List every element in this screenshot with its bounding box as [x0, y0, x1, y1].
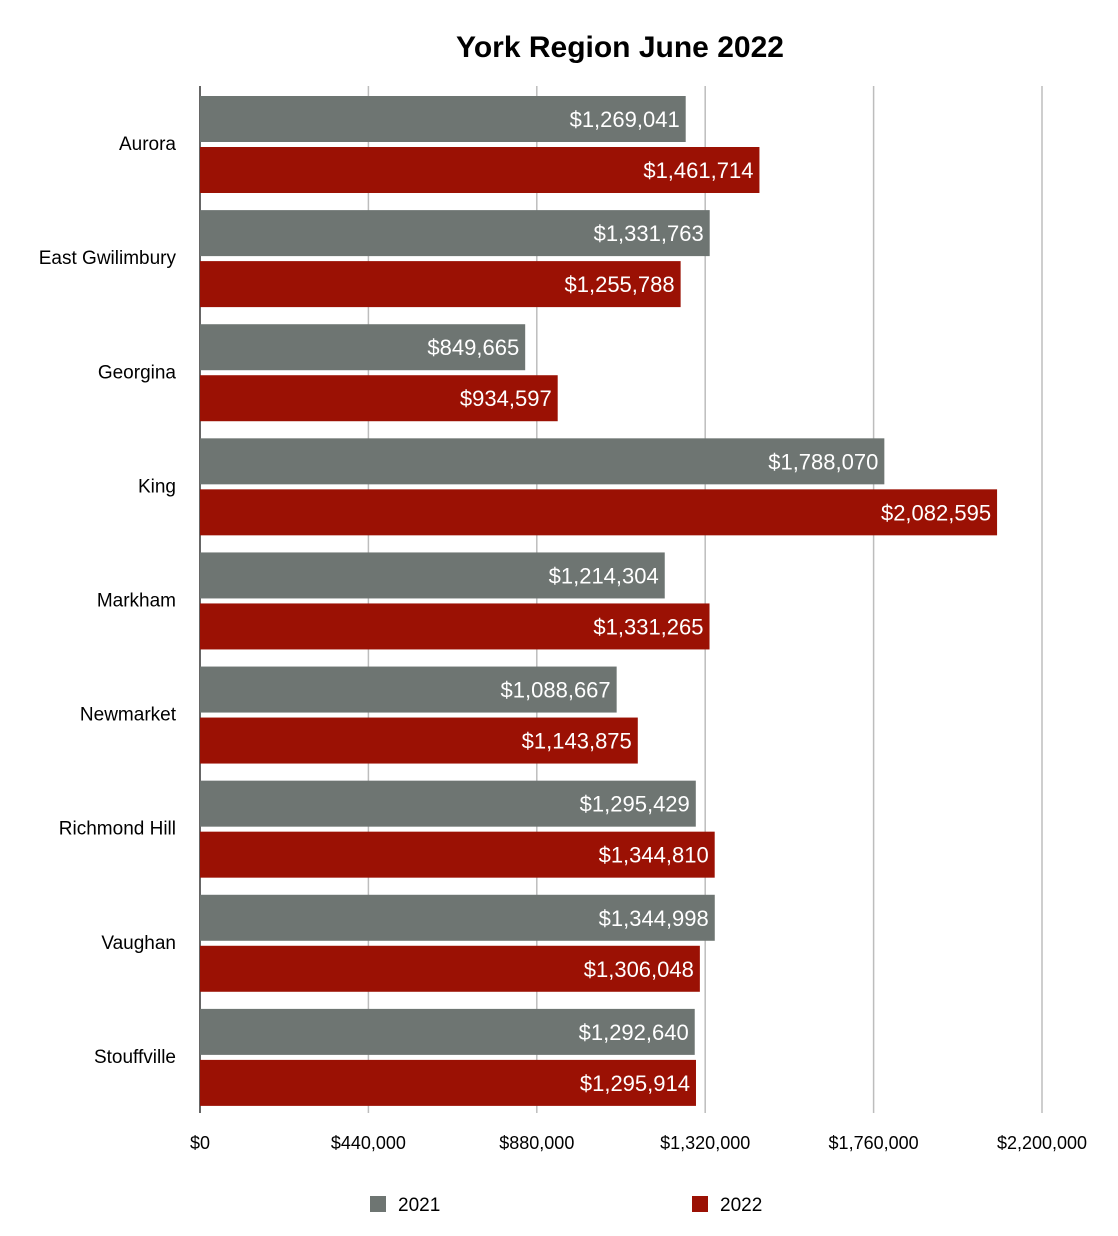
bar-2022-markham: [200, 603, 710, 650]
category-label: King: [138, 476, 176, 497]
data-label: $1,461,714: [643, 158, 753, 183]
chart-title: York Region June 2022: [456, 31, 784, 64]
category-labels: Aurora East Gwilimbury Georgina King Markham…: [39, 134, 177, 1068]
x-tick-label: $0: [190, 1133, 210, 1153]
bar-2021-georgina: [200, 324, 526, 371]
data-label: $1,295,914: [580, 1071, 690, 1096]
data-label: $1,788,070: [768, 449, 878, 474]
bar-2022-newmarket: [200, 717, 638, 764]
bar-2021-aurora: [200, 96, 686, 142]
data-label: $1,143,875: [522, 729, 632, 754]
legend-label-2022: 2022: [720, 1195, 762, 1216]
data-label: $1,331,763: [594, 221, 704, 246]
data-label: $1,088,667: [501, 678, 611, 703]
category-label: Markham: [97, 591, 176, 612]
category-label: Aurora: [119, 134, 176, 155]
bar-2021-vaughan: [200, 894, 715, 941]
bar-2021-stouffville: [200, 1008, 695, 1055]
data-label: $934,597: [460, 386, 552, 411]
bars: $1,269,041 $1,461,714 $1,331,763 $1,255,788…: [200, 96, 998, 1106]
bar-2021-east-gwilimbury: [200, 210, 710, 257]
legend-swatch-2022: [692, 1196, 708, 1212]
bar-2021-markham: [200, 552, 665, 599]
category-label: East Gwilimbury: [39, 248, 177, 269]
x-tick-label: $1,760,000: [829, 1133, 919, 1153]
bar-2021-king: [200, 438, 885, 485]
x-tick-label: $2,200,000: [997, 1133, 1087, 1153]
data-label: $1,331,265: [593, 614, 703, 639]
bar-2022-aurora: [200, 147, 760, 193]
bar-2022-east-gwilimbury: [200, 261, 681, 308]
data-label: $1,269,041: [570, 107, 680, 132]
bar-2022-stouffville: [200, 1059, 696, 1106]
bar-2022-vaughan: [200, 945, 700, 992]
legend: 2021 2022: [370, 1195, 762, 1216]
data-label: $1,214,304: [549, 563, 659, 588]
bar-2022-king: [200, 489, 998, 536]
gridlines: [199, 86, 1043, 1113]
data-label: $1,344,810: [599, 843, 709, 868]
category-label: Stouffville: [94, 1047, 176, 1068]
x-tick-label: $440,000: [331, 1133, 406, 1153]
legend-label-2021: 2021: [398, 1195, 440, 1216]
data-label: $1,295,429: [580, 792, 690, 817]
data-label: $1,292,640: [579, 1020, 689, 1045]
data-label: $2,082,595: [881, 500, 991, 525]
bar-2022-georgina: [200, 375, 558, 422]
x-tick-label: $880,000: [499, 1133, 574, 1153]
category-label: Richmond Hill: [59, 819, 176, 840]
data-label: $1,255,788: [565, 272, 675, 297]
category-label: Newmarket: [80, 705, 177, 726]
bar-2021-newmarket: [200, 666, 617, 713]
data-label: $1,306,048: [584, 957, 694, 982]
legend-swatch-2021: [370, 1196, 386, 1212]
data-label: $849,665: [427, 335, 519, 360]
bar-2021-richmond-hill: [200, 780, 696, 827]
category-label: Vaughan: [101, 933, 176, 954]
x-axis-tick-labels: $0 $440,000 $880,000 $1,320,000 $1,760,000 $2…: [190, 1133, 1087, 1153]
category-label: Georgina: [98, 362, 177, 383]
data-label: $1,344,998: [599, 906, 709, 931]
bar-2022-richmond-hill: [200, 831, 715, 878]
x-tick-label: $1,320,000: [660, 1133, 750, 1153]
